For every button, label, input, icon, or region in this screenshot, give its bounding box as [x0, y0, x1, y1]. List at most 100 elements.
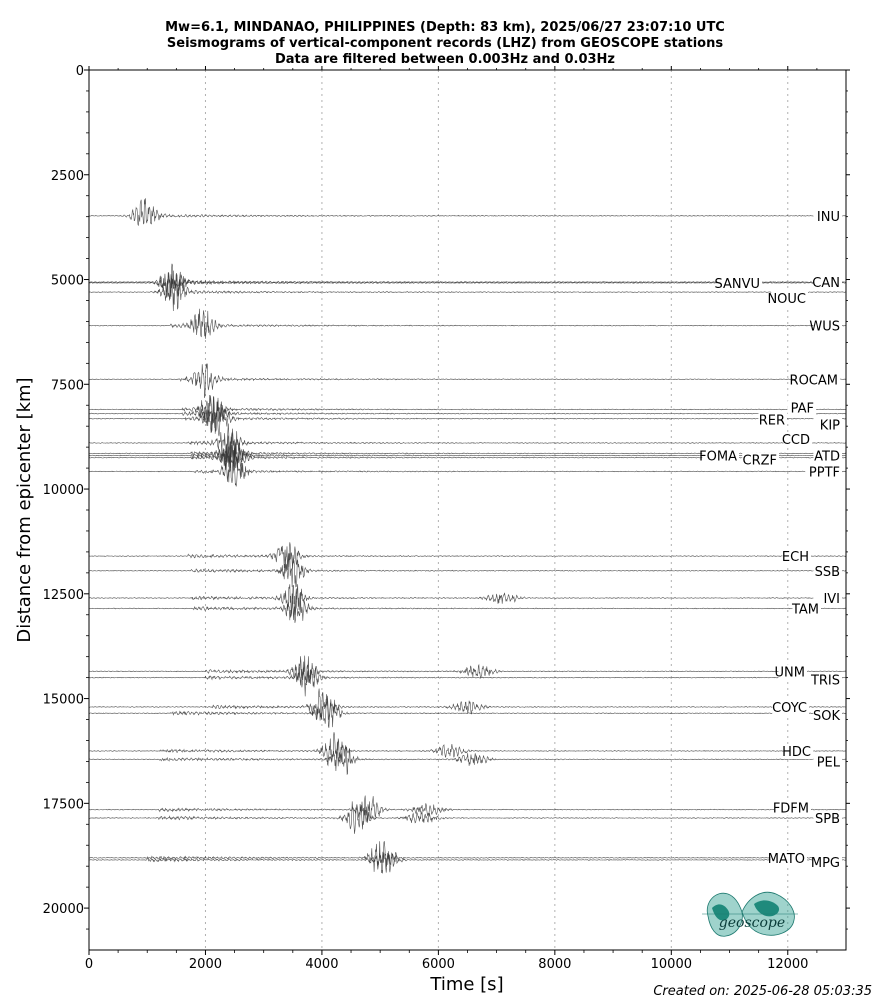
trace-mato	[88, 841, 847, 874]
x-tick-label: 2000	[189, 957, 222, 972]
y-tick-label: 20000	[43, 902, 84, 917]
y-tick-label: 0	[76, 64, 84, 79]
station-label-pptf: PPTF	[809, 465, 840, 480]
trace-coyc	[88, 688, 846, 720]
y-tick-label: 7500	[51, 378, 84, 393]
station-label-bg	[778, 664, 807, 680]
geoscope-logo: geoscope	[702, 891, 798, 937]
station-label-bg	[792, 601, 821, 617]
station-label-tam: TAM	[791, 602, 819, 617]
station-label-bg	[784, 743, 813, 759]
trace-spb	[88, 801, 846, 834]
station-label-bg	[742, 452, 779, 468]
trace-fdfm	[88, 795, 847, 823]
station-label-kip: KIP	[820, 419, 840, 434]
station-label-bg	[813, 417, 842, 433]
x-tick-label: 6000	[422, 957, 455, 972]
station-label-rocam: ROCAM	[790, 373, 838, 388]
station-label-bg	[783, 431, 812, 447]
station-label-unm: UNM	[775, 665, 805, 680]
station-label-bg	[813, 275, 842, 291]
y-tick-label: 5000	[51, 274, 84, 289]
station-label-crzf: CRZF	[743, 454, 778, 469]
trace-unm	[88, 655, 847, 684]
trace-mpg	[88, 851, 847, 873]
station-label-bg	[813, 811, 842, 826]
station-label-ssb: SSB	[815, 565, 840, 580]
tick-layer: 0 2000 4000 6000 8000 10000 12000 0 2500 5000 7500…	[43, 64, 850, 972]
station-label-bg	[702, 448, 739, 464]
station-label-bg	[795, 372, 840, 388]
station-label-tris: TRIS	[810, 674, 840, 689]
y-axis-label: Distance from epicenter [km]	[14, 377, 35, 642]
created-timestamp: Created on: 2025-06-28 05:03:35	[653, 984, 872, 999]
logo-text: geoscope	[719, 915, 785, 931]
x-tick-label: 10000	[651, 957, 692, 972]
station-label-bg	[774, 800, 811, 816]
trace-wus	[88, 308, 847, 339]
chart-title-line-2: Seismograms of vertical-component record…	[167, 36, 723, 51]
trace-tam	[88, 594, 846, 623]
station-label-wus: WUS	[809, 320, 840, 335]
x-tick-label: 4000	[305, 957, 338, 972]
trace-inu	[88, 198, 847, 226]
trace-pel	[88, 745, 847, 776]
station-label-bg	[770, 850, 807, 866]
trace-rocam	[88, 363, 847, 398]
station-label-bg	[805, 672, 842, 688]
station-label-mato: MATO	[768, 852, 805, 867]
trace-nouc	[88, 274, 847, 312]
station-label-ccd: CCD	[782, 433, 810, 448]
y-tick-label: 2500	[51, 169, 84, 184]
x-tick-label: 8000	[538, 957, 571, 972]
x-axis-label: Time [s]	[429, 974, 503, 995]
station-label-bg	[772, 699, 809, 715]
station-label-can: CAN	[812, 276, 840, 291]
station-label-bg	[758, 412, 787, 428]
trace-ssb	[88, 553, 847, 588]
station-label-inu: INU	[817, 210, 840, 225]
station-label-bg	[805, 464, 842, 480]
trace-tris	[89, 661, 846, 697]
y-tick-label: 17500	[43, 797, 84, 812]
station-label-bg	[782, 549, 811, 565]
station-label-coyc: COYC	[772, 701, 807, 716]
trace-ech	[89, 542, 847, 571]
y-tick-label: 15000	[43, 693, 84, 708]
trace-pptf	[88, 456, 847, 487]
station-label-atd: ATD	[814, 449, 840, 464]
x-tick-label: 0	[85, 957, 93, 972]
trace-paf	[88, 394, 847, 425]
station-label-nouc: NOUC	[767, 292, 806, 307]
station-label-bg	[813, 754, 842, 770]
station-label-paf: PAF	[791, 401, 814, 416]
station-label-bg	[787, 400, 816, 416]
station-label-bg	[813, 563, 842, 579]
station-label-bg	[771, 291, 808, 307]
continent-left	[712, 904, 730, 921]
chart-title-line-3: Data are filtered between 0.003Hz and 0.…	[275, 52, 615, 67]
station-label-pel: PEL	[817, 755, 841, 770]
station-label-spb: SPB	[815, 812, 840, 827]
trace-kip	[88, 401, 847, 437]
station-label-ivi: IVI	[823, 592, 840, 607]
y-tick-label: 12500	[43, 588, 84, 603]
station-label-rer: RER	[759, 414, 785, 429]
y-tick-label: 10000	[43, 483, 84, 498]
station-label-bg	[813, 318, 842, 334]
continent-right	[754, 900, 780, 917]
station-label-ech: ECH	[782, 550, 809, 565]
station-label-mpg: MPG	[811, 856, 840, 871]
trace-sok	[88, 694, 847, 728]
station-label-fdfm: FDFM	[773, 802, 809, 817]
station-label-bg	[813, 208, 842, 224]
trace-hdc	[89, 732, 847, 767]
station-label-bg	[813, 708, 842, 724]
station-label-bg	[717, 275, 762, 291]
station-label-bg	[813, 854, 842, 870]
station-label-foma: FOMA	[699, 450, 737, 465]
x-tick-label: 12000	[767, 957, 808, 972]
trace-ivi	[88, 584, 847, 616]
